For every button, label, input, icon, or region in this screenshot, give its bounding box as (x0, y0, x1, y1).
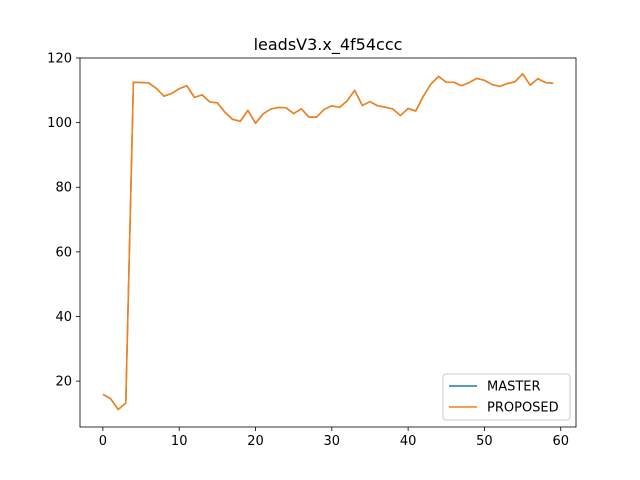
x-tick-label: 20 (247, 434, 264, 449)
x-tick-label: 30 (324, 434, 341, 449)
x-axis: 0 10 20 30 40 50 60 (99, 427, 569, 449)
y-tick-label: 20 (55, 375, 72, 390)
legend-label-proposed: PROPOSED (487, 401, 559, 416)
x-tick-label: 0 (99, 434, 107, 449)
series-line-proposed (102, 73, 554, 411)
plot-area (79, 57, 577, 428)
x-tick-label: 60 (552, 434, 569, 449)
chart-title: leadsV3.x_4f54ccc (254, 35, 403, 55)
y-tick-label: 80 (55, 181, 72, 196)
x-tick-label: 40 (400, 434, 417, 449)
y-axis: 20 40 60 80 100 120 (47, 52, 80, 390)
y-tick-label: 120 (47, 52, 72, 67)
axes-frame (79, 57, 577, 428)
x-tick-label: 50 (476, 434, 493, 449)
legend-label-master: MASTER (487, 380, 541, 395)
y-tick-label: 100 (47, 116, 72, 131)
x-tick-label: 10 (171, 434, 188, 449)
legend: MASTER PROPOSED (442, 373, 571, 421)
y-tick-label: 60 (55, 245, 72, 260)
y-tick-label: 40 (55, 310, 72, 325)
